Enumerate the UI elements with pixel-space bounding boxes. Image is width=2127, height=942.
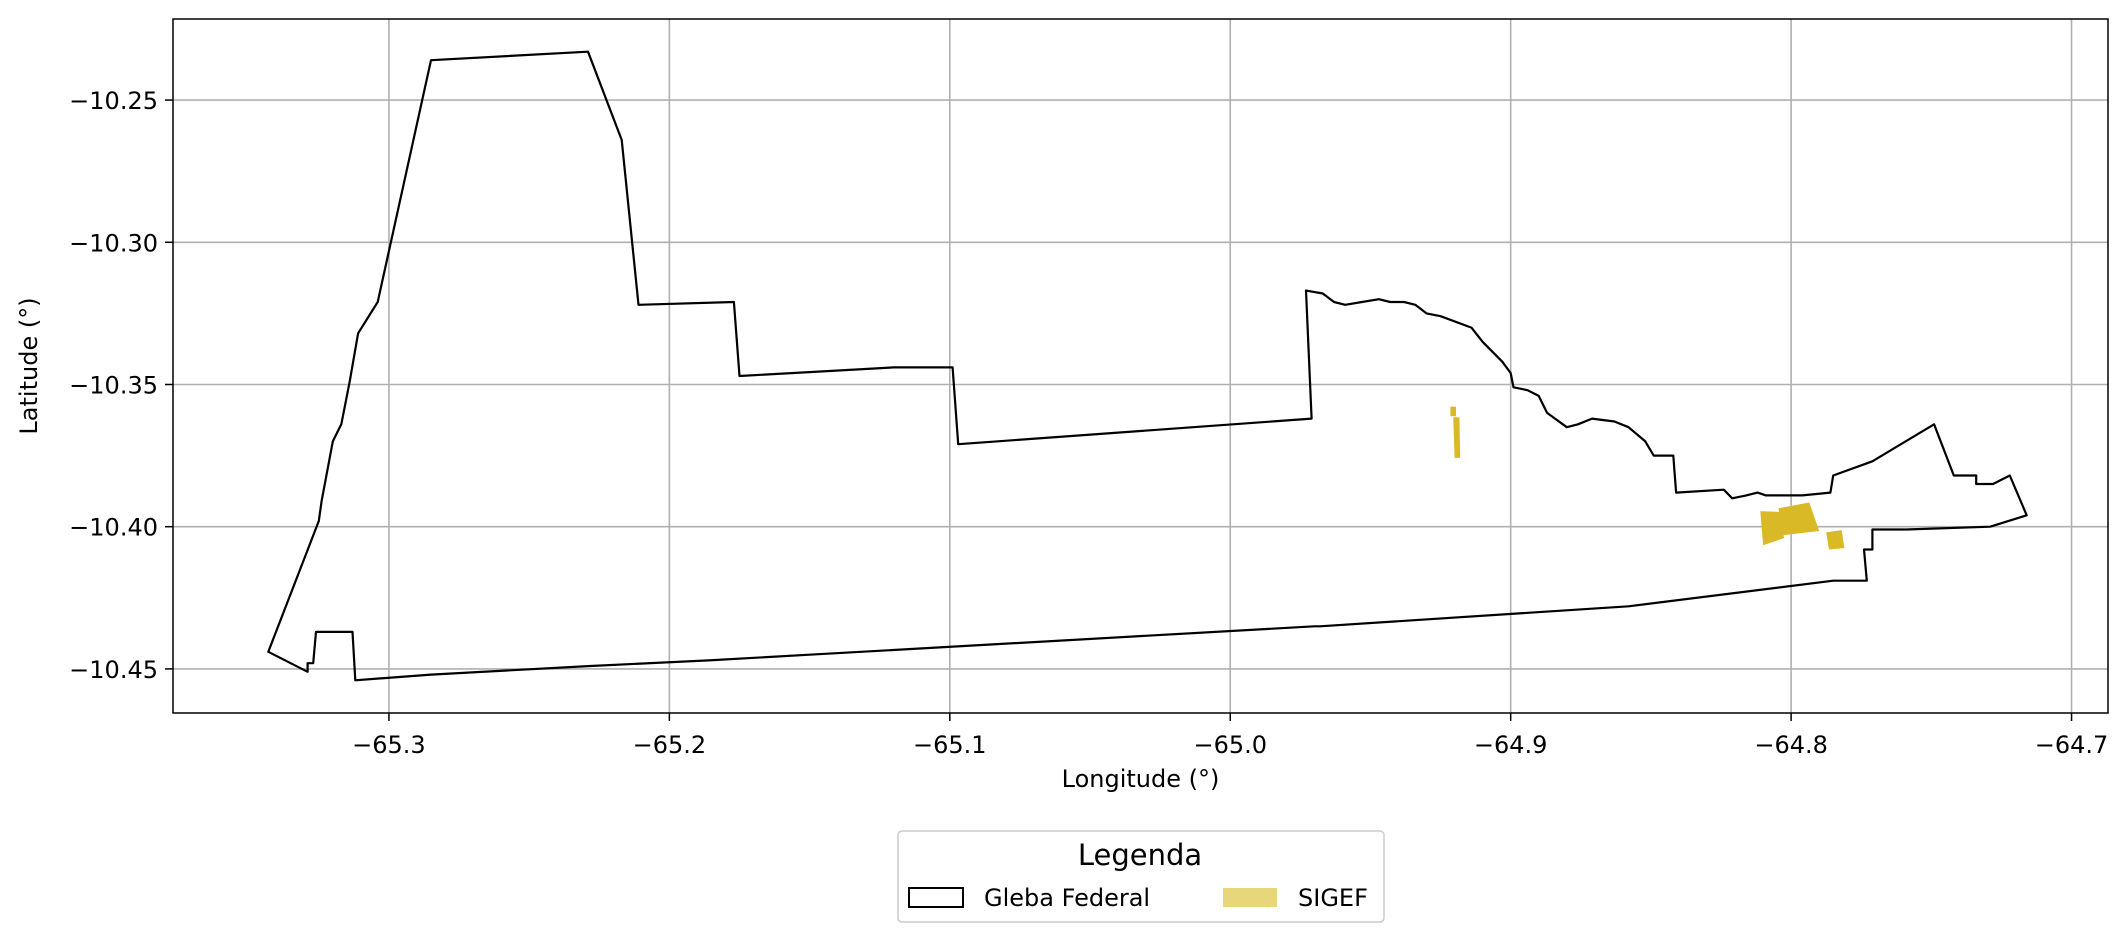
y-tick-label: −10.35 <box>69 371 158 399</box>
sigef-polygons <box>1450 406 1845 550</box>
x-tick-label: −65.0 <box>1193 731 1267 759</box>
grid-lines <box>173 19 2108 713</box>
sigef-parcel <box>1778 502 1820 536</box>
y-tick-label: −10.45 <box>69 656 158 684</box>
gleba-federal-polygon <box>267 50 2028 682</box>
sigef-parcel <box>1826 530 1845 550</box>
legend-label-sigef: SIGEF <box>1298 884 1368 912</box>
legend: Legenda Gleba Federal SIGEF <box>897 830 1385 923</box>
x-tick-label: −65.2 <box>633 731 707 759</box>
x-tick-label: −64.7 <box>2035 731 2109 759</box>
y-axis-ticks: −10.25 −10.30 −10.35 −10.40 −10.45 <box>69 87 173 684</box>
x-tick-label: −64.9 <box>1474 731 1548 759</box>
legend-swatch-gleba-federal <box>908 887 964 908</box>
legend-swatch-sigef <box>1223 888 1277 907</box>
y-tick-label: −10.25 <box>69 87 158 115</box>
sigef-parcel <box>1453 417 1461 458</box>
legend-label-gleba-federal: Gleba Federal <box>984 884 1150 912</box>
plot-frame <box>172 18 2109 714</box>
gleba-federal-boundary <box>267 50 2028 682</box>
y-axis-label: Latitude (°) <box>15 297 43 434</box>
legend-title: Legenda <box>1078 838 1202 872</box>
y-tick-label: −10.40 <box>69 514 158 542</box>
x-axis-ticks: −65.3 −65.2 −65.1 −65.0 −64.9 −64.8 −64.7 <box>352 713 2108 759</box>
x-tick-label: −65.1 <box>913 731 987 759</box>
x-tick-label: −64.8 <box>1754 731 1828 759</box>
y-tick-label: −10.30 <box>69 229 158 257</box>
sigef-parcel <box>1760 511 1785 546</box>
x-tick-label: −65.3 <box>352 731 426 759</box>
x-axis-label: Longitude (°) <box>1062 765 1220 793</box>
sigef-parcel <box>1450 406 1456 417</box>
